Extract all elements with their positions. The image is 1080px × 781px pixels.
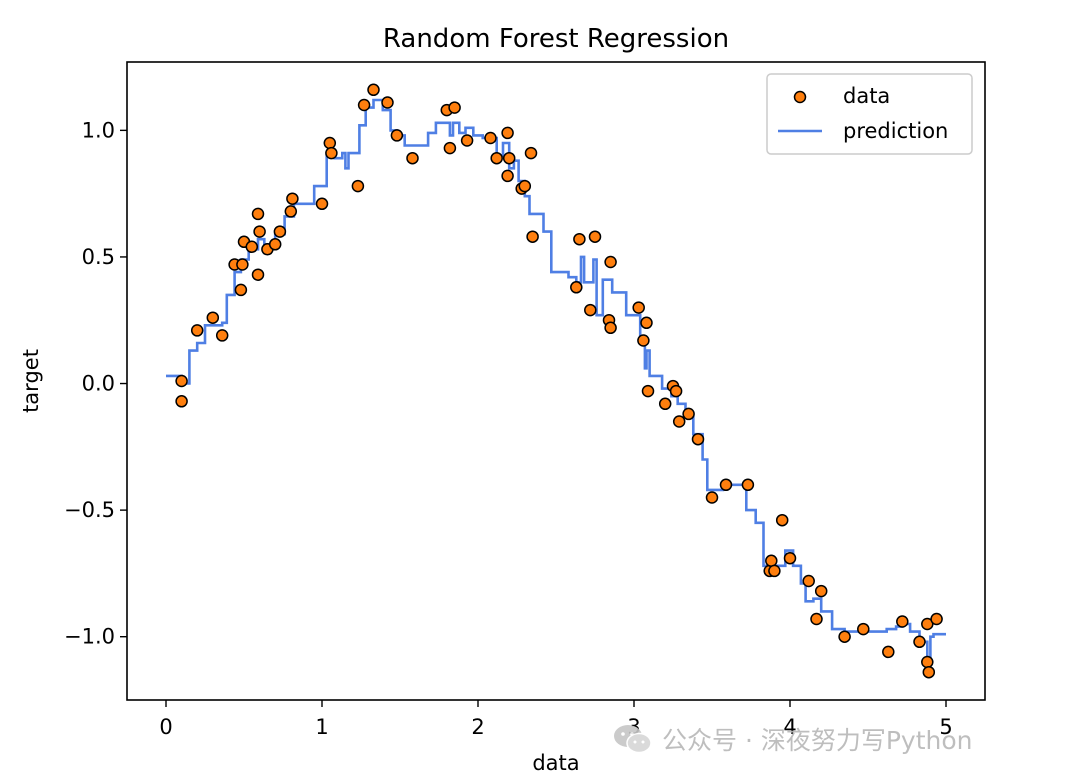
data-point	[190, 324, 204, 337]
data-point	[802, 574, 815, 588]
data-point	[390, 129, 404, 142]
y-tick-label: −0.5	[64, 498, 115, 522]
data-point	[913, 635, 926, 649]
y-tick-label: 0.0	[82, 372, 115, 396]
data-point	[381, 96, 394, 109]
data-point	[206, 311, 220, 324]
legend: data prediction	[766, 73, 973, 155]
data-point	[921, 655, 934, 669]
legend-marker-data	[793, 90, 807, 104]
data-point	[838, 630, 851, 643]
data-point	[921, 617, 934, 631]
data-series	[175, 83, 943, 679]
x-tick-label: 0	[159, 715, 172, 739]
data-point	[604, 321, 617, 335]
data-point	[768, 564, 781, 578]
data-point	[251, 207, 265, 221]
data-point	[632, 301, 645, 314]
data-point	[672, 415, 686, 428]
data-point	[175, 395, 188, 408]
data-point	[705, 491, 719, 504]
data-point	[682, 407, 695, 421]
data-point	[922, 665, 936, 679]
y-tick-label: 1.0	[82, 118, 115, 142]
data-point	[460, 134, 474, 147]
data-point	[215, 329, 229, 342]
data-point	[524, 146, 538, 160]
data-point	[443, 141, 457, 155]
data-point	[882, 645, 895, 659]
data-point	[501, 126, 514, 140]
data-point	[484, 131, 497, 145]
data-point	[325, 146, 338, 160]
data-point	[641, 384, 655, 398]
legend-label-prediction: prediction	[843, 119, 948, 143]
x-tick-label: 4	[783, 715, 796, 739]
data-point	[930, 612, 943, 626]
data-point	[669, 384, 683, 398]
prediction-series	[166, 98, 946, 664]
data-point	[604, 255, 617, 269]
data-point	[765, 554, 778, 568]
data-point	[691, 432, 705, 446]
data-point	[284, 205, 298, 218]
data-point	[367, 83, 380, 97]
data-point	[251, 268, 265, 281]
chart-title: Random Forest Regression	[383, 24, 729, 54]
y-tick-label: −1.0	[64, 625, 115, 649]
data-point	[315, 197, 329, 211]
data-point	[236, 258, 249, 271]
x-tick-label: 1	[315, 715, 328, 739]
data-point	[658, 397, 672, 411]
data-point	[253, 225, 266, 238]
data-point	[570, 281, 583, 294]
data-point	[814, 584, 828, 598]
data-point	[448, 101, 461, 114]
data-point	[357, 98, 371, 112]
data-point	[857, 622, 870, 636]
data-point	[490, 151, 503, 165]
x-axis: 0 1 2 3 4 5	[159, 700, 953, 739]
data-point	[273, 225, 287, 238]
data-point	[406, 151, 419, 165]
plot-frame	[126, 61, 986, 701]
data-point	[175, 374, 188, 388]
x-tick-label: 3	[627, 715, 640, 739]
data-point	[810, 612, 823, 626]
data-point	[588, 230, 602, 243]
prediction-line	[166, 98, 946, 664]
data-point	[518, 179, 532, 193]
data-point	[323, 136, 337, 150]
legend-label-data: data	[843, 84, 890, 108]
data-point	[896, 615, 909, 628]
x-axis-label: data	[532, 751, 579, 775]
data-point	[741, 478, 755, 492]
data-point	[501, 169, 514, 183]
y-axis: −1.0 −0.5 0.0 0.5 1.0	[64, 118, 127, 649]
data-point	[245, 240, 259, 254]
data-point	[351, 179, 365, 193]
data-point	[234, 283, 248, 297]
data-point	[286, 192, 299, 205]
data-point	[268, 238, 282, 251]
data-point	[719, 478, 733, 492]
data-point	[502, 151, 516, 165]
x-tick-label: 5	[939, 715, 952, 739]
data-point	[637, 334, 650, 347]
y-tick-label: 0.5	[82, 245, 115, 269]
legend-box	[766, 73, 973, 155]
x-tick-label: 2	[471, 715, 484, 739]
data-point	[640, 316, 653, 330]
data-point	[573, 232, 586, 246]
data-point	[584, 303, 597, 317]
y-axis-label: target	[19, 349, 43, 413]
data-point	[526, 230, 539, 243]
data-point	[783, 551, 797, 565]
data-point	[775, 513, 789, 527]
